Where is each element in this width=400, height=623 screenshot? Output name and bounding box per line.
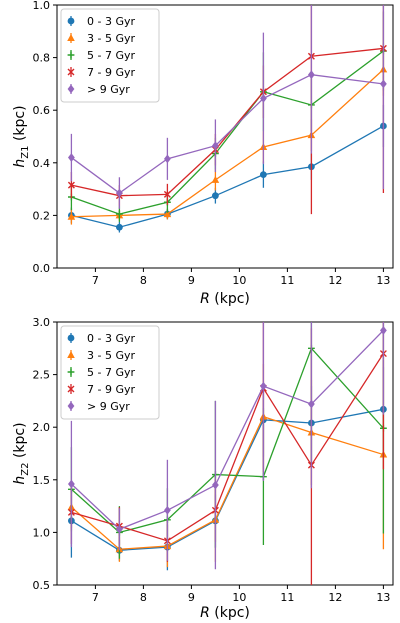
plot-frame [56, 4, 394, 269]
legend-marker [67, 368, 75, 376]
y-tick-label: 3.0 [33, 316, 51, 329]
data-point [260, 171, 267, 179]
x-tick-label: 11 [280, 274, 294, 287]
x-tick-label: 12 [328, 591, 342, 604]
x-tick-label: 8 [140, 274, 147, 287]
x-axis-label: R (kpc) [200, 605, 250, 621]
data-point [116, 524, 123, 534]
legend-marker [67, 51, 75, 59]
series-5 [68, 322, 387, 570]
data-point [116, 188, 123, 198]
legend-label: 7 - 9 Gyr [87, 383, 135, 396]
y-tick-label: 0.5 [33, 579, 51, 592]
legend-label: 5 - 7 Gyr [87, 366, 135, 379]
legend-marker [67, 401, 75, 411]
x-tick-label: 7 [92, 274, 99, 287]
series-5 [68, 5, 387, 209]
x-tick-label: 7 [92, 591, 99, 604]
x-tick-label: 11 [280, 591, 294, 604]
y-tick-label: 2.5 [33, 369, 51, 382]
data-point [380, 326, 387, 335]
legend-label: 0 - 3 Gyr [87, 332, 135, 345]
data-point [116, 210, 123, 218]
data-point [67, 212, 76, 220]
chart-panel-top: 7 8 9 10 11 12 13 0.0 0.2 0.4 0.6 0.8 1.0 R (kpc) hZ1 … [12, 0, 394, 307]
chart-panel-bottom: 7 8 9 10 11 12 13 0.5 1.0 1.5 2.0 2.5 3.0 R (kpc) hZ2 … [12, 316, 394, 621]
legend-label: 3 - 5 Gyr [87, 349, 135, 362]
legend-entry: > 9 Gyr [67, 83, 130, 96]
legend-label: > 9 Gyr [87, 83, 130, 96]
x-tick-label: 9 [188, 274, 195, 287]
x-axis-label: R (kpc) [200, 291, 250, 307]
legend-entry: 7 - 9 Gyr [67, 383, 135, 396]
legend-marker [67, 84, 75, 94]
data-point [212, 192, 219, 200]
y-axis-label: hZ1 (kpc) [12, 105, 31, 167]
x-tick-label: 10 [232, 274, 246, 287]
legend: 0 - 3 Gyr 3 - 5 Gyr 5 - 7 Gyr 7 - 9 Gyr > 9 … [60, 325, 160, 420]
legend-entry: > 9 Gyr [67, 400, 130, 413]
y-tick-label: 0.8 [33, 52, 51, 65]
y-tick-label: 1.0 [33, 526, 51, 539]
legend-label: 3 - 5 Gyr [87, 32, 135, 45]
x-tick-label: 10 [232, 591, 246, 604]
legend-marker [67, 68, 75, 76]
data-point [212, 141, 219, 151]
data-point [68, 479, 75, 489]
y-tick-label: 1.0 [33, 0, 51, 12]
y-tick-label: 0.0 [33, 262, 51, 275]
legend-marker [67, 334, 75, 342]
legend-label: 7 - 9 Gyr [87, 66, 135, 79]
data-point [380, 79, 387, 89]
legend-entry: 3 - 5 Gyr [67, 349, 135, 362]
data-point [260, 381, 267, 391]
y-tick-label: 0.2 [33, 209, 51, 222]
series-line [71, 125, 384, 228]
x-tick-label: 9 [188, 591, 195, 604]
x-tick-label: 8 [140, 591, 147, 604]
y-tick-label: 0.4 [33, 157, 51, 170]
legend-label: > 9 Gyr [87, 400, 130, 413]
data-point [163, 210, 172, 218]
data-point [308, 70, 315, 80]
legend-marker [67, 17, 75, 25]
legend-entry: 0 - 3 Gyr [67, 332, 135, 345]
legend-entry: 5 - 7 Gyr [67, 366, 135, 379]
legend-entry: 5 - 7 Gyr [67, 49, 135, 62]
data-point [212, 480, 219, 490]
y-tick-label: 2.0 [33, 421, 51, 434]
y-tick-label: 1.5 [33, 474, 51, 487]
data-point [164, 505, 171, 515]
data-point [67, 181, 75, 189]
series-1 [68, 104, 387, 233]
legend-box [60, 8, 160, 103]
x-tick-label: 13 [376, 591, 390, 604]
data-point [116, 223, 123, 231]
y-tick-label: 0.6 [33, 104, 51, 117]
legend-label: 0 - 3 Gyr [87, 15, 135, 28]
data-point [68, 153, 75, 162]
legend: 0 - 3 Gyr 3 - 5 Gyr 5 - 7 Gyr 7 - 9 Gyr > 9 … [60, 8, 160, 103]
y-axis-label: hZ2 (kpc) [12, 422, 31, 484]
legend-box [60, 325, 160, 420]
data-point [164, 154, 171, 164]
data-point [211, 175, 220, 183]
legend-marker [67, 385, 75, 393]
plot-frame [56, 321, 394, 586]
data-point [260, 93, 267, 103]
legend-marker [67, 34, 75, 41]
data-point [163, 190, 171, 198]
legend-entry: 0 - 3 Gyr [67, 15, 135, 28]
legend-marker [67, 351, 75, 358]
legend-entry: 7 - 9 Gyr [67, 66, 135, 79]
legend-entry: 3 - 5 Gyr [67, 32, 135, 45]
legend-label: 5 - 7 Gyr [87, 49, 135, 62]
x-tick-label: 13 [376, 274, 390, 287]
x-tick-label: 12 [328, 274, 342, 287]
data-point [308, 399, 315, 409]
